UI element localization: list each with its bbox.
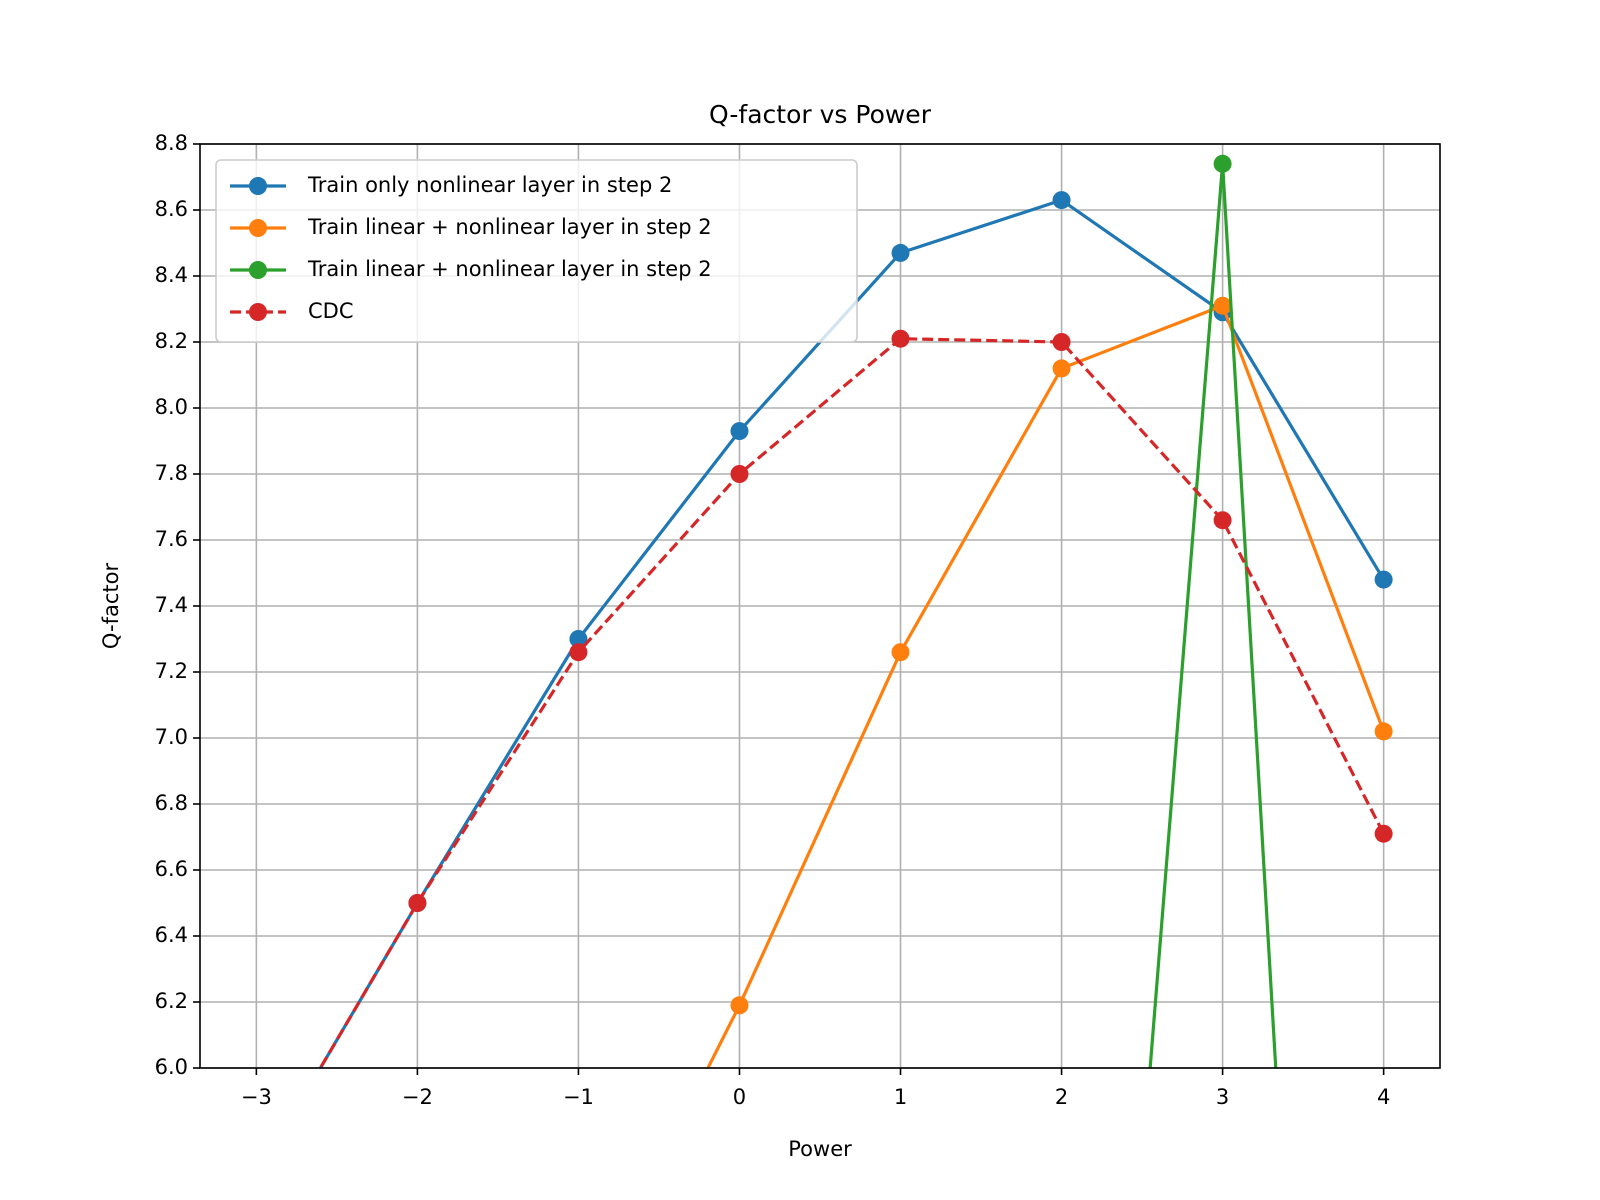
- data-point: [891, 243, 910, 262]
- legend-label: Train linear + nonlinear layer in step 2: [307, 215, 712, 239]
- x-tick-label: 4: [1377, 1085, 1390, 1109]
- y-tick-label: 7.2: [155, 659, 188, 683]
- data-point: [569, 643, 588, 662]
- data-point: [1374, 722, 1393, 741]
- y-tick-label: 8.8: [155, 131, 188, 155]
- x-tick-label: 0: [733, 1085, 746, 1109]
- y-tick-label: 8.4: [155, 263, 188, 287]
- data-point: [569, 630, 588, 648]
- data-point: [1052, 333, 1071, 351]
- legend-box: [215, 159, 858, 343]
- y-tick-label: 8.6: [155, 197, 188, 221]
- x-tick-label: 2: [1055, 1085, 1068, 1109]
- y-tick-label: 7.0: [155, 725, 188, 749]
- y-tick-label: 8.0: [155, 395, 188, 419]
- data-point: [891, 643, 910, 662]
- data-point: [1213, 511, 1232, 530]
- legend-marker: [249, 303, 267, 321]
- data-point: [247, 1168, 265, 1186]
- legend-label: Train only nonlinear layer in step 2: [307, 173, 672, 197]
- data-point: [408, 894, 427, 912]
- chart-title: Q-factor vs Power: [709, 100, 932, 129]
- y-tick-label: 8.2: [155, 329, 188, 353]
- legend-label: Train linear + nonlinear layer in step 2: [307, 257, 712, 281]
- x-tick-label: −2: [402, 1085, 433, 1109]
- y-tick-label: 6.8: [155, 791, 188, 815]
- data-point: [1213, 154, 1232, 173]
- y-axis-label: Q-factor: [99, 563, 123, 650]
- x-tick-label: −1: [563, 1085, 594, 1109]
- legend: Train only nonlinear layer in step 2 Trai…: [215, 159, 858, 343]
- data-point: [1213, 296, 1232, 315]
- y-tick-label: 6.2: [155, 989, 188, 1013]
- x-tick-label: 3: [1216, 1085, 1229, 1109]
- legend-label: CDC: [308, 299, 354, 323]
- data-point: [730, 996, 749, 1015]
- data-point: [1374, 824, 1393, 843]
- x-tick-label: 1: [894, 1085, 907, 1109]
- data-point: [247, 1168, 265, 1186]
- series-line: [318, 198, 1386, 1068]
- series-line: [706, 303, 1386, 1068]
- y-tick-label: 6.4: [155, 923, 188, 947]
- y-tick-label: 6.6: [155, 857, 188, 881]
- y-tick-label: 7.4: [155, 593, 188, 617]
- y-tick-label: 7.8: [155, 461, 188, 485]
- legend-marker: [249, 219, 267, 237]
- data-point: [1374, 570, 1393, 589]
- data-point: [1052, 359, 1071, 378]
- data-point: [730, 465, 749, 483]
- x-axis-label: Power: [788, 1137, 852, 1161]
- legend-marker: [249, 261, 267, 279]
- y-tick-label: 6.0: [155, 1055, 188, 1079]
- data-point: [1052, 191, 1071, 210]
- series-line: [318, 337, 1386, 1068]
- data-point: [891, 329, 910, 348]
- legend-marker: [249, 177, 267, 195]
- y-tick-label: 7.6: [155, 527, 188, 551]
- data-point: [730, 422, 749, 441]
- x-tick-label: −3: [241, 1085, 272, 1109]
